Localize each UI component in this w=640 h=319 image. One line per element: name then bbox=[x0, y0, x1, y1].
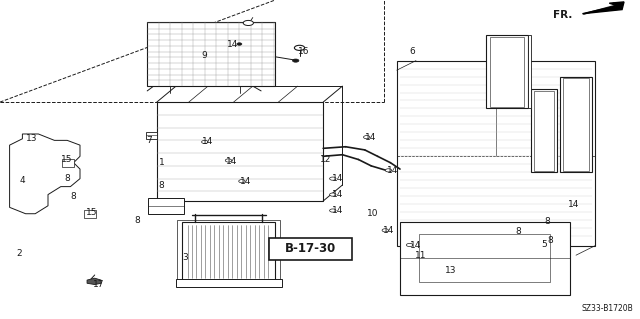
Text: 15: 15 bbox=[86, 208, 98, 217]
Text: 14: 14 bbox=[383, 226, 394, 235]
Circle shape bbox=[294, 45, 305, 50]
Text: 14: 14 bbox=[332, 206, 343, 215]
Bar bbox=[148, 198, 184, 214]
Bar bbox=[146, 132, 157, 139]
Bar bbox=[397, 61, 595, 246]
Polygon shape bbox=[10, 134, 80, 214]
Circle shape bbox=[382, 229, 388, 232]
Circle shape bbox=[330, 177, 336, 180]
Text: 13: 13 bbox=[26, 134, 37, 143]
Text: 1: 1 bbox=[159, 158, 164, 167]
Text: 8: 8 bbox=[515, 227, 521, 236]
Circle shape bbox=[406, 243, 413, 247]
Text: 13: 13 bbox=[445, 266, 456, 275]
Bar bbox=[62, 159, 74, 167]
Text: 16: 16 bbox=[298, 47, 309, 56]
Text: 12: 12 bbox=[320, 155, 332, 164]
Text: 15: 15 bbox=[61, 155, 72, 164]
Text: 10: 10 bbox=[367, 209, 378, 218]
Circle shape bbox=[364, 136, 370, 139]
Bar bbox=[563, 78, 589, 171]
Bar bbox=[147, 22, 275, 86]
Text: 14: 14 bbox=[226, 157, 237, 166]
Text: 14: 14 bbox=[410, 241, 421, 250]
Bar bbox=[486, 35, 528, 108]
Bar bbox=[528, 35, 531, 108]
Text: 4: 4 bbox=[19, 176, 25, 185]
Text: 6: 6 bbox=[410, 47, 415, 56]
Bar bbox=[419, 234, 550, 282]
Circle shape bbox=[243, 20, 253, 26]
Text: 14: 14 bbox=[387, 166, 399, 175]
Text: 7: 7 bbox=[146, 136, 152, 145]
Text: B-17-30: B-17-30 bbox=[285, 242, 336, 255]
Text: 14: 14 bbox=[332, 174, 343, 183]
Text: 8: 8 bbox=[547, 236, 553, 245]
Bar bbox=[400, 222, 570, 295]
Text: 9: 9 bbox=[202, 51, 207, 60]
Circle shape bbox=[330, 193, 336, 196]
Bar bbox=[176, 279, 282, 287]
Text: 8: 8 bbox=[64, 174, 70, 183]
Text: 5: 5 bbox=[541, 240, 547, 249]
Text: 14: 14 bbox=[365, 133, 376, 142]
Text: 14: 14 bbox=[332, 190, 343, 199]
Text: 8: 8 bbox=[70, 192, 76, 201]
Circle shape bbox=[239, 180, 245, 183]
Bar bbox=[534, 91, 554, 171]
Text: 2: 2 bbox=[16, 249, 22, 258]
Text: 8: 8 bbox=[544, 217, 550, 226]
Bar bbox=[182, 222, 275, 281]
Text: 14: 14 bbox=[227, 40, 239, 49]
Bar bbox=[177, 220, 280, 282]
Bar bbox=[560, 77, 592, 172]
Circle shape bbox=[292, 59, 299, 62]
Bar bbox=[84, 210, 96, 218]
Bar bbox=[269, 238, 352, 260]
Bar bbox=[157, 102, 323, 201]
Text: 14: 14 bbox=[568, 200, 579, 209]
Text: 14: 14 bbox=[240, 177, 252, 186]
Circle shape bbox=[330, 209, 336, 212]
Text: 11: 11 bbox=[415, 251, 426, 260]
Text: 14: 14 bbox=[202, 137, 213, 146]
Circle shape bbox=[225, 159, 232, 162]
Circle shape bbox=[237, 43, 242, 45]
Circle shape bbox=[202, 140, 208, 144]
Bar bbox=[490, 37, 524, 107]
Polygon shape bbox=[87, 278, 101, 285]
Text: SZ33-B1720B: SZ33-B1720B bbox=[582, 304, 634, 313]
Text: 17: 17 bbox=[93, 280, 104, 289]
Text: 8: 8 bbox=[158, 181, 164, 189]
Text: 8: 8 bbox=[134, 216, 140, 225]
Polygon shape bbox=[582, 2, 624, 14]
Bar bbox=[264, 73, 271, 81]
Circle shape bbox=[385, 169, 392, 172]
Text: 3: 3 bbox=[182, 253, 188, 262]
Bar bbox=[531, 89, 557, 172]
Text: FR.: FR. bbox=[554, 10, 573, 20]
